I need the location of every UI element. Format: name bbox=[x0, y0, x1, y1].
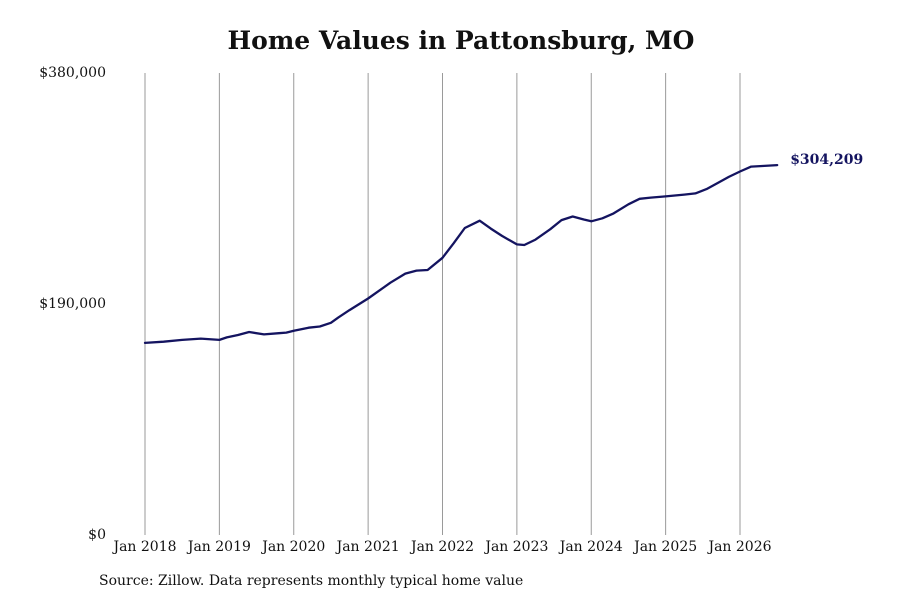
x-tick-label: Jan 2021 bbox=[335, 539, 400, 555]
x-tick-label: Jan 2024 bbox=[558, 539, 623, 555]
y-tick-label: $190,000 bbox=[39, 296, 106, 312]
x-tick-label: Jan 2018 bbox=[111, 539, 176, 555]
y-tick-label: $380,000 bbox=[39, 65, 106, 81]
x-tick-label: Jan 2023 bbox=[483, 539, 548, 555]
x-tick-label: Jan 2022 bbox=[409, 539, 474, 555]
y-tick-label: $0 bbox=[88, 527, 106, 543]
x-tick-label: Jan 2020 bbox=[260, 539, 325, 555]
y-axis-ticks: $0 $190,000 $380,000 bbox=[39, 65, 106, 543]
latest-value-label: $304,209 bbox=[790, 152, 863, 168]
chart-title: Home Values in Pattonsburg, MO bbox=[227, 26, 695, 55]
x-axis-ticks: Jan 2018 Jan 2019 Jan 2020 Jan 2021 Jan 2022… bbox=[111, 539, 771, 555]
source-note: Source: Zillow. Data represents monthly … bbox=[99, 573, 524, 589]
x-tick-label: Jan 2026 bbox=[706, 539, 771, 555]
gridlines bbox=[144, 73, 741, 535]
x-tick-label: Jan 2025 bbox=[632, 539, 697, 555]
home-value-series-line bbox=[143, 163, 779, 345]
x-tick-label: Jan 2019 bbox=[186, 539, 251, 555]
